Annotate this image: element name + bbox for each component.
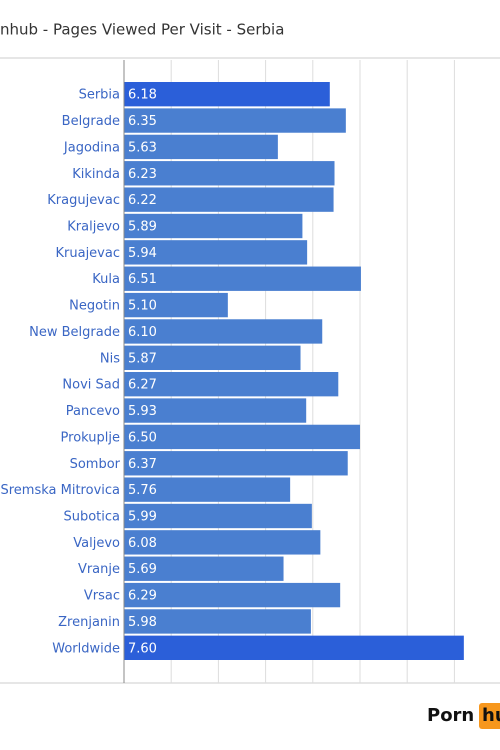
y-tick-label: Pancevo — [66, 404, 120, 419]
y-tick-label: Jagodina — [63, 140, 120, 155]
y-tick-label: Belgrade — [62, 114, 120, 129]
bar — [124, 187, 334, 212]
bar — [124, 240, 308, 265]
value-label: 5.98 — [128, 615, 157, 630]
logo-box — [479, 703, 500, 729]
y-tick-label: Valjevo — [73, 536, 120, 551]
value-label: 7.60 — [128, 641, 157, 656]
bar — [124, 266, 361, 291]
bar — [124, 424, 360, 450]
value-label: 5.10 — [128, 299, 157, 314]
value-label: 5.69 — [128, 562, 157, 577]
bar — [124, 556, 284, 581]
bar — [124, 451, 348, 476]
y-tick-label: Kraljevo — [67, 220, 120, 235]
logo-text: hu — [482, 705, 500, 726]
bar — [124, 372, 339, 397]
bar — [124, 82, 330, 107]
value-label: 5.94 — [128, 246, 157, 261]
value-label: 6.51 — [128, 272, 157, 287]
y-tick-label: Kragujevac — [47, 193, 120, 208]
y-tick-label: Worldwide — [52, 641, 120, 656]
bar — [124, 161, 335, 186]
value-label: 5.89 — [128, 220, 157, 235]
bar — [124, 609, 311, 634]
bar — [124, 134, 278, 160]
value-label: 6.08 — [128, 536, 157, 551]
y-tick-label: Kruajevac — [56, 246, 121, 261]
bar — [124, 319, 323, 344]
value-label: 6.35 — [128, 114, 157, 129]
bar — [124, 635, 464, 660]
value-label: 5.93 — [128, 404, 157, 419]
y-tick-label: Sremska Mitrovica — [0, 483, 120, 498]
value-label: 6.22 — [128, 193, 157, 208]
y-tick-label: Sombor — [70, 457, 121, 472]
logo-text: Porn — [427, 705, 474, 726]
bar — [124, 213, 303, 239]
y-tick-label: Vrsac — [84, 589, 120, 604]
bar — [124, 582, 341, 608]
y-tick-label: Vranje — [78, 562, 120, 577]
bar — [124, 108, 346, 133]
y-tick-label: Kula — [92, 272, 120, 287]
chart-title: nhub - Pages Viewed Per Visit - Serbia — [0, 21, 284, 39]
y-tick-label: Subotica — [63, 510, 120, 525]
bar — [124, 398, 307, 423]
y-tick-label: Zrenjanin — [58, 615, 120, 630]
y-tick-label: Kikinda — [72, 167, 120, 182]
bar — [124, 477, 291, 502]
value-label: 6.23 — [128, 167, 157, 182]
y-tick-label: Negotin — [69, 299, 120, 314]
value-label: 6.18 — [128, 88, 157, 103]
value-label: 6.10 — [128, 325, 157, 340]
value-label: 5.99 — [128, 510, 157, 525]
y-tick-label: Nis — [100, 351, 120, 366]
y-tick-label: Novi Sad — [62, 378, 120, 393]
value-label: 6.37 — [128, 457, 157, 472]
bar — [124, 292, 228, 318]
bar — [124, 530, 321, 555]
value-label: 5.76 — [128, 483, 157, 498]
value-label: 5.87 — [128, 351, 157, 366]
value-label: 5.63 — [128, 140, 157, 155]
value-label: 6.29 — [128, 589, 157, 604]
y-tick-label: New Belgrade — [29, 325, 120, 340]
y-tick-label: Serbia — [79, 88, 120, 103]
bar — [124, 503, 312, 529]
value-label: 6.27 — [128, 378, 157, 393]
value-label: 6.50 — [128, 430, 157, 445]
y-tick-label: Prokuplje — [61, 430, 120, 445]
bar — [124, 345, 301, 370]
